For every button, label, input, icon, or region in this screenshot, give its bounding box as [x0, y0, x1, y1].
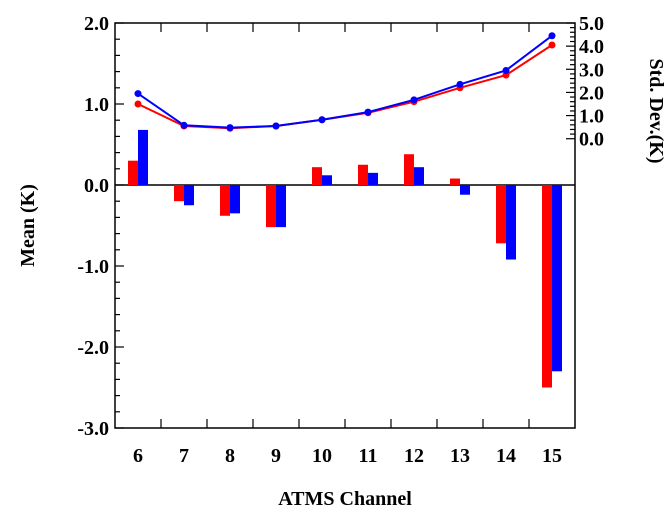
bar-blue	[138, 129, 148, 185]
point-red	[134, 100, 142, 108]
point-blue	[272, 122, 280, 130]
y-left-tick-label: -1.0	[77, 256, 109, 278]
x-axis-title: ATMS Channel	[278, 488, 412, 510]
tick-group: -3.0-2.0-1.00.01.02.00.01.02.03.04.05.06…	[77, 13, 604, 467]
y-left-tick-label: 0.0	[84, 175, 109, 197]
point-blue	[180, 121, 188, 129]
bar-blue	[230, 185, 240, 214]
point-blue	[410, 96, 418, 104]
x-tick-label: 12	[404, 445, 424, 467]
x-tick-label: 15	[542, 445, 562, 467]
bar-blue	[322, 175, 332, 185]
y-left-tick-label: 2.0	[84, 13, 109, 35]
y-right-tick-label: 0.0	[579, 129, 604, 151]
bar-red	[542, 185, 552, 388]
x-tick-label: 8	[225, 445, 235, 467]
bar-blue	[184, 185, 194, 206]
bar-blue	[460, 185, 470, 195]
bar-blue	[368, 172, 378, 185]
point-red	[548, 41, 556, 49]
bar-blue	[276, 185, 286, 228]
point-blue	[318, 116, 326, 124]
bar-red	[266, 185, 276, 228]
bar-red	[312, 167, 322, 185]
x-tick-label: 7	[179, 445, 189, 467]
bar-red	[128, 160, 138, 185]
point-blue	[548, 32, 556, 40]
point-blue	[364, 108, 372, 116]
bar-red	[174, 185, 184, 202]
y-left-tick-label: -3.0	[77, 418, 109, 440]
bar-red	[450, 178, 460, 185]
y-axis-left-title: Mean (K)	[17, 184, 39, 267]
bar-blue	[506, 185, 516, 260]
point-blue	[456, 80, 464, 88]
x-tick-label: 13	[450, 445, 470, 467]
y-left-tick-label: -2.0	[77, 337, 109, 359]
y-right-tick-label: 4.0	[579, 36, 604, 58]
x-tick-label: 9	[271, 445, 281, 467]
line-blue	[137, 34, 553, 129]
y-right-tick-label: 3.0	[579, 59, 604, 81]
point-blue	[226, 124, 234, 132]
y-right-tick-label: 1.0	[579, 106, 604, 128]
bar-blue	[414, 167, 424, 185]
bar-red	[404, 154, 414, 185]
bar-group	[128, 129, 562, 388]
x-tick-label: 6	[133, 445, 143, 467]
line-group	[134, 32, 556, 132]
point-blue	[502, 66, 510, 74]
x-tick-label: 14	[496, 445, 516, 467]
bar-red	[220, 185, 230, 216]
x-tick-label: 11	[359, 445, 378, 467]
bar-red	[358, 164, 368, 185]
y-axis-right-title: Std. Dev.(K)	[645, 59, 667, 164]
y-right-tick-label: 5.0	[579, 13, 604, 35]
point-blue	[134, 90, 142, 98]
bar-red	[496, 185, 506, 244]
y-left-tick-label: 1.0	[84, 94, 109, 116]
bar-blue	[552, 185, 562, 372]
x-tick-label: 10	[312, 445, 332, 467]
y-right-tick-label: 2.0	[579, 82, 604, 104]
